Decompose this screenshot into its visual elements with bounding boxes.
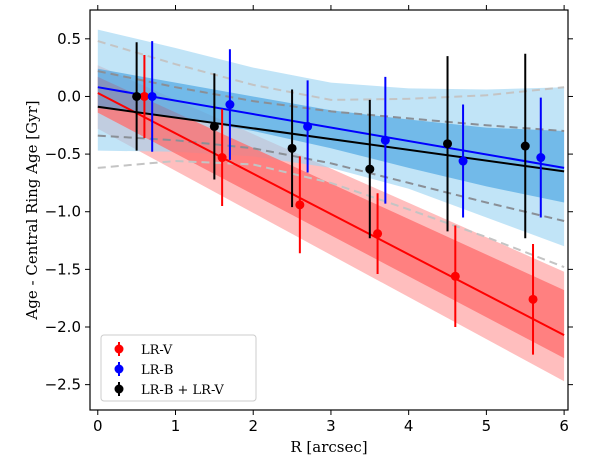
- x-tick-label: 6: [559, 417, 569, 435]
- legend: LR-V LR-B LR-B + LR-V: [100, 334, 257, 402]
- lr-b-lr-v-point-4: [365, 99, 375, 239]
- x-tick-label: 3: [326, 417, 336, 435]
- x-tick-label: 1: [171, 417, 181, 435]
- lr-b-point-3: [303, 80, 313, 173]
- lr-b-marker: [458, 156, 468, 166]
- legend-label: LR-V: [141, 343, 173, 358]
- lr-b-lr-v-point-2: [209, 73, 219, 180]
- legend-frame: [100, 334, 257, 402]
- lr-b-marker: [147, 91, 157, 101]
- lr-v-marker: [373, 229, 383, 239]
- legend-entry-lr-v: LR-V: [114, 342, 173, 358]
- lr-v-marker: [450, 271, 460, 281]
- ticks-layer: 0 1 2 3 4 5 6 0.5 0.0 −0.5 −1.0 −1.5 −2.0 −2.5: [45, 5, 573, 435]
- points-layer: [132, 41, 546, 355]
- lr-v-marker: [217, 153, 227, 163]
- lr-v-point-5: [450, 225, 460, 328]
- y-tick-label: 0.5: [57, 30, 81, 48]
- y-tick-label: 0.0: [57, 87, 81, 105]
- lr-b-lr-v-marker: [365, 164, 375, 174]
- y-tick-label: −1.5: [45, 260, 81, 278]
- envelope-line-1: [97, 40, 565, 101]
- x-tick-label: 2: [248, 417, 258, 435]
- x-axis-label: R [arcsec]: [290, 438, 367, 456]
- y-axis-label: Age - Central Ring Age [Gyr]: [23, 100, 41, 320]
- lr-v-point-6: [528, 244, 538, 355]
- lr-b-marker: [380, 135, 390, 145]
- fits-layer: [97, 86, 565, 336]
- lr-v-point-2: [217, 109, 227, 206]
- y-tick-label: −2.0: [45, 318, 81, 336]
- lr-b-lr-v-marker: [520, 141, 530, 151]
- lr-b-lr-v-point-5: [443, 56, 453, 232]
- legend-label: LR-B + LR-V: [141, 383, 224, 398]
- lr-v-marker: [295, 200, 305, 210]
- y-tick-label: −0.5: [45, 145, 81, 163]
- envelope-line-4: [97, 159, 565, 269]
- lr-v-fit-line: [97, 92, 565, 336]
- lr-v-point-3: [295, 156, 305, 254]
- lr-v-point-4: [373, 193, 383, 274]
- envelopes-layer: [97, 40, 565, 269]
- lr-b-lr-v-marker: [287, 143, 297, 153]
- lr-b-marker: [303, 121, 313, 131]
- lr-b-lr-v-point-1: [132, 42, 142, 151]
- legend-entry-lr-b: LR-B: [114, 362, 173, 378]
- bands-layer: [97, 29, 565, 382]
- y-tick-label: −2.5: [45, 376, 81, 394]
- lr-v-point-1: [139, 54, 149, 138]
- envelope-line-2: [97, 70, 565, 132]
- plot-frame: [89, 9, 569, 411]
- x-tick-label: 5: [482, 417, 492, 435]
- plot-area: [97, 29, 565, 382]
- legend-entries: LR-V LR-B LR-B + LR-V: [114, 342, 224, 398]
- x-tick-label: 4: [404, 417, 414, 435]
- lr-b-point-4: [380, 76, 390, 204]
- lr-v-marker: [139, 91, 149, 101]
- lr-v-marker: [528, 294, 538, 304]
- lr-b-lr-v-marker: [443, 139, 453, 149]
- lr-b-marker: [536, 153, 546, 163]
- lr-b-point-1: [147, 41, 157, 152]
- y-tick-label: −1.0: [45, 203, 81, 221]
- legend-label: LR-B: [141, 363, 173, 378]
- lr-b-lr-v-point-3: [287, 89, 297, 208]
- legend-marker: [114, 384, 124, 394]
- envelope-line-3: [97, 134, 565, 222]
- x-tick-label: 0: [93, 417, 103, 435]
- lr-b-fit-line: [97, 86, 565, 169]
- legend-entry-lr-b-lr-v: LR-B + LR-V: [114, 382, 224, 398]
- lr-b-lr-v-marker: [209, 121, 219, 131]
- lr-b-lr-v-marker: [132, 91, 142, 101]
- lr-b-point-2: [225, 49, 235, 160]
- lr-b-lr-v-point-6: [520, 53, 530, 239]
- legend-marker: [114, 364, 124, 374]
- lr-b-marker: [225, 100, 235, 110]
- lr-b-point-6: [536, 97, 546, 218]
- lr-b-lr-v-fit-line: [97, 105, 565, 173]
- lr-b-point-5: [458, 104, 468, 218]
- legend-marker: [114, 344, 124, 354]
